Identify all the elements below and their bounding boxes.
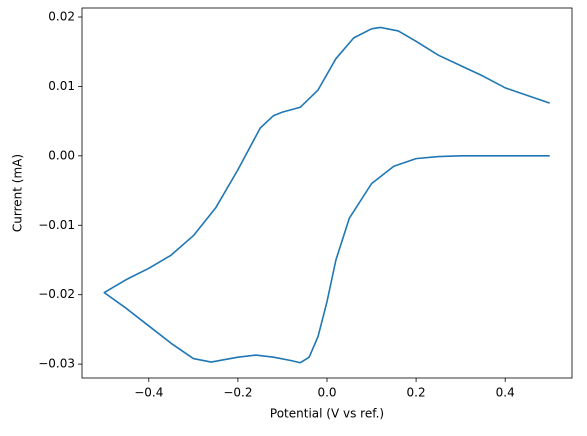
plot-frame <box>81 7 573 379</box>
y-tick-label: 0.00 <box>48 148 75 162</box>
y-tick-label: −0.02 <box>38 287 75 301</box>
x-tick-label: −0.2 <box>223 386 252 400</box>
y-tick-label: −0.01 <box>38 218 75 232</box>
y-tick-label: 0.02 <box>48 10 75 24</box>
y-axis-label: Current (mA) <box>11 154 25 232</box>
x-axis-label: Potential (V vs ref.) <box>270 407 384 421</box>
x-tick-label: 0.2 <box>407 386 426 400</box>
x-tick-label: −0.4 <box>134 386 163 400</box>
line-series <box>103 26 550 364</box>
y-tick-label: −0.03 <box>38 357 75 371</box>
x-tick-label: 0.0 <box>317 386 336 400</box>
x-tick-label: 0.4 <box>496 386 515 400</box>
y-tick-label: 0.01 <box>48 79 75 93</box>
